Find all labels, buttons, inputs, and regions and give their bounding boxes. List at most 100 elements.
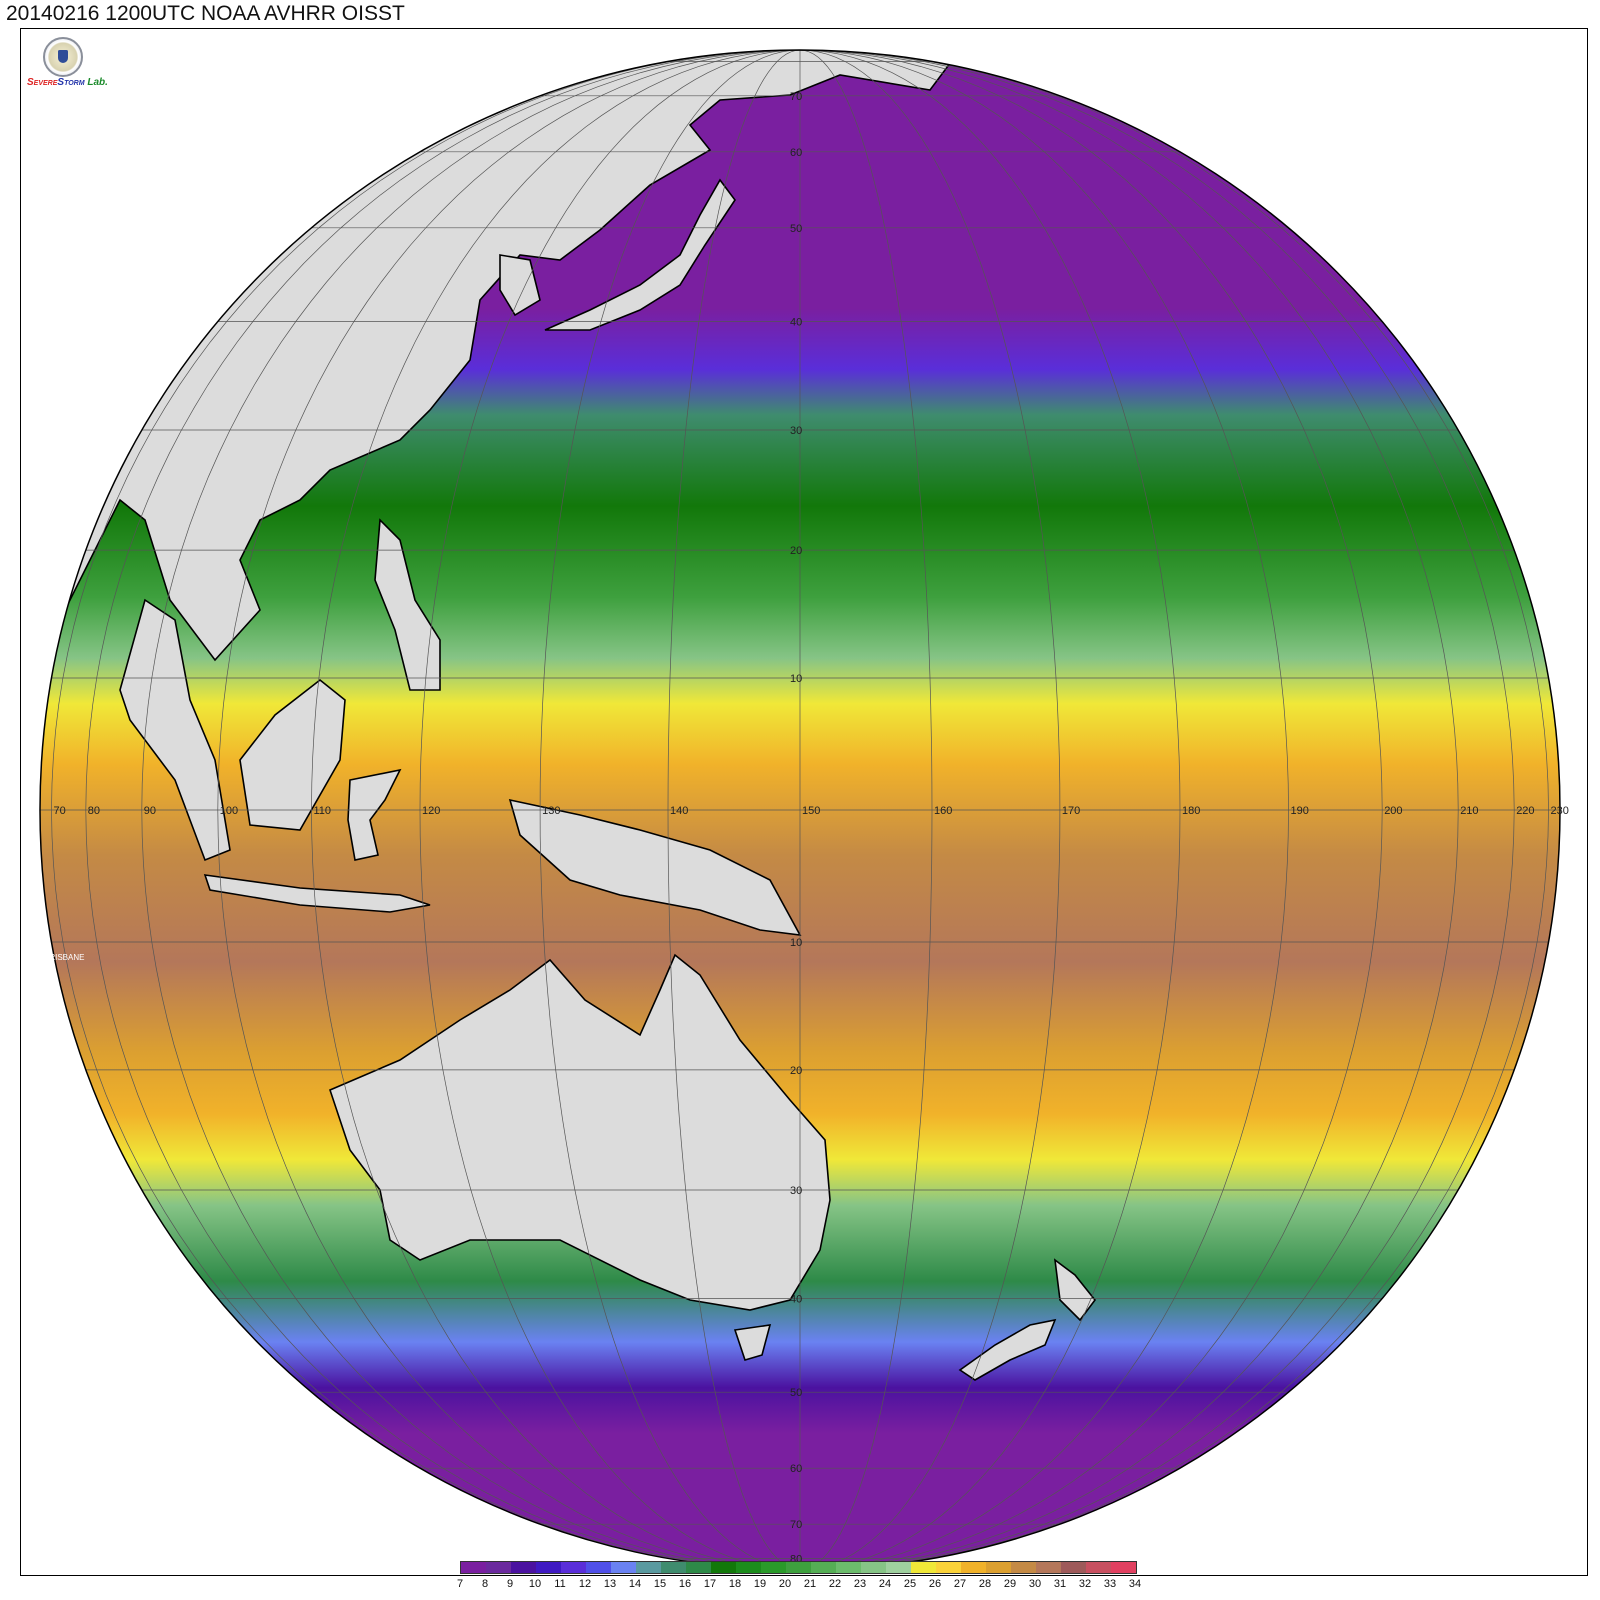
longitude-label: 210	[1460, 805, 1478, 817]
latitude-label: 50	[790, 1387, 802, 1399]
colorbar-tick-label: 31	[1053, 1578, 1067, 1590]
colorbar-swatch	[1061, 1562, 1086, 1573]
latitude-label: 40	[790, 317, 802, 329]
landmass-australia	[329, 953, 831, 1311]
colorbar-tick-label: 11	[554, 1578, 566, 1590]
colorbar-swatch	[861, 1562, 886, 1573]
longitude-label: 130	[542, 805, 560, 817]
colorbar-swatch	[486, 1562, 511, 1573]
graticule	[40, 50, 1560, 1570]
colorbar-tick-label: 7	[456, 1578, 464, 1590]
landmass-new-guinea	[508, 798, 802, 936]
latitude-label: 30	[790, 425, 802, 437]
severe-storm-lab-logo: SEVERESTORM Lab.	[27, 37, 108, 97]
colorbar-labels: 7 8 9 10 11 12 13 14 15 16 17 18 19 20 21 22 23 24 25 26 27 2…	[456, 1578, 1160, 1594]
landmass-indochina	[119, 598, 231, 862]
colorbar-tick-label: 15	[653, 1578, 667, 1590]
colorbar-tick-label: 34	[1128, 1578, 1142, 1590]
colorbar-tick-label: 23	[853, 1578, 867, 1590]
colorbar-tick-label: 33	[1103, 1578, 1117, 1590]
colorbar-swatch	[986, 1562, 1011, 1573]
longitude-label: 90	[144, 805, 156, 817]
latitude-label: 20	[790, 545, 802, 557]
landmass-new-zealand-south	[958, 1318, 1057, 1381]
longitude-label: 120	[422, 805, 440, 817]
colorbar-swatch	[711, 1562, 736, 1573]
colorbar-tick-label: 17	[703, 1578, 717, 1590]
landmass-japan	[544, 178, 736, 331]
colorbar-tick-label: 30	[1028, 1578, 1042, 1590]
longitude-label: 180	[1182, 805, 1200, 817]
longitude-label: 220	[1516, 805, 1534, 817]
colorbar-swatch	[636, 1562, 661, 1573]
colorbar-tick-label: 9	[506, 1578, 514, 1590]
colorbar-tick-label: 20	[778, 1578, 792, 1590]
longitude-label: 100	[220, 805, 238, 817]
latitude-label: 10	[790, 673, 802, 685]
colorbar-tick-label: 18	[728, 1578, 742, 1590]
longitude-label: 70	[54, 805, 66, 817]
latitude-label: 50	[790, 223, 802, 235]
colorbar	[460, 1561, 1137, 1574]
landmass-sumatra-java	[203, 874, 431, 913]
japan-islands	[499, 178, 736, 331]
landmass-tasmania	[733, 1324, 772, 1361]
landmass-sulawesi	[347, 768, 402, 861]
colorbar-tick-label: 14	[628, 1578, 642, 1590]
colorbar-swatch	[811, 1562, 836, 1573]
colorbar-swatch	[686, 1562, 711, 1573]
place-label-brisbane: BRISBANE	[44, 953, 84, 962]
colorbar-swatch	[936, 1562, 961, 1573]
longitude-label: 80	[88, 805, 100, 817]
landmass-korea	[499, 254, 541, 317]
colorbar-swatch	[461, 1562, 486, 1573]
latitude-label: 70	[790, 91, 802, 103]
colorbar-tick-label: 12	[578, 1578, 592, 1590]
longitude-label: 190	[1291, 805, 1309, 817]
colorbar-swatch	[1036, 1562, 1061, 1573]
longitude-label: 110	[314, 805, 332, 817]
colorbar-swatch	[611, 1562, 636, 1573]
colorbar-tick-label: 24	[878, 1578, 892, 1590]
map-frame	[20, 28, 1588, 1576]
longitude-label: 160	[934, 805, 952, 817]
colorbar-swatch	[911, 1562, 936, 1573]
colorbar-swatch	[761, 1562, 786, 1573]
colorbar-swatch	[1086, 1562, 1111, 1573]
colorbar-tick-label: 16	[678, 1578, 692, 1590]
colorbar-tick-label: 27	[953, 1578, 967, 1590]
colorbar-swatch	[961, 1562, 986, 1573]
colorbar-tick-label: 21	[803, 1578, 817, 1590]
longitude-label: 230	[1551, 805, 1569, 817]
colorbar-tick-label: 29	[1003, 1578, 1017, 1590]
colorbar-tick-label: 25	[903, 1578, 917, 1590]
colorbar-swatch	[1111, 1562, 1136, 1573]
colorbar-swatch	[661, 1562, 686, 1573]
longitude-label: 170	[1062, 805, 1080, 817]
landmass-borneo	[239, 678, 346, 831]
colorbar-swatch	[536, 1562, 561, 1573]
colorbar-swatch	[786, 1562, 811, 1573]
latitude-label: 20	[790, 1065, 802, 1077]
colorbar-tick-label: 13	[603, 1578, 617, 1590]
colorbar-tick-label: 26	[928, 1578, 942, 1590]
latitude-label: 40	[790, 1294, 802, 1306]
longitude-label: 140	[670, 805, 688, 817]
colorbar-swatch	[836, 1562, 861, 1573]
colorbar-tick-label: 19	[753, 1578, 767, 1590]
colorbar-tick-label: 8	[481, 1578, 489, 1590]
map-title: 20140216 1200UTC NOAA AVHRR OISST	[6, 2, 405, 25]
longitude-label: 150	[802, 805, 820, 817]
landmass-new-zealand-north	[1053, 1258, 1097, 1322]
latitude-label: 10	[790, 937, 802, 949]
longitude-label: 200	[1384, 805, 1402, 817]
colorbar-swatch	[586, 1562, 611, 1573]
logo-text: SEVERESTORM Lab.	[27, 77, 108, 88]
colorbar-swatch	[1011, 1562, 1036, 1573]
landmass-philippines	[374, 518, 441, 691]
latitude-label: 30	[790, 1185, 802, 1197]
colorbar-swatch	[886, 1562, 911, 1573]
colorbar-tick-label: 32	[1078, 1578, 1092, 1590]
colorbar-swatch	[561, 1562, 586, 1573]
